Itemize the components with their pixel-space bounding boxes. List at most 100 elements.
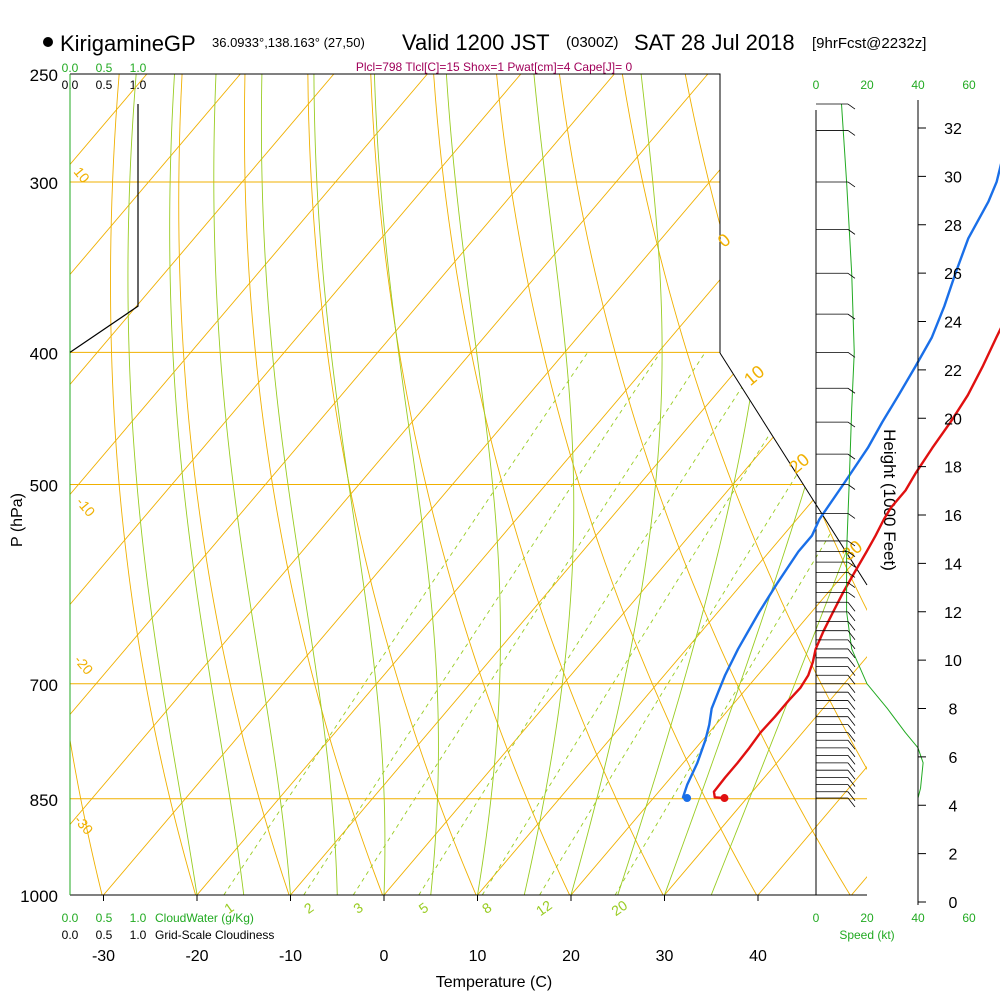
isotherm-label: -30 xyxy=(71,812,96,838)
moist-adiabat xyxy=(570,74,663,895)
height-tick-label: 30 xyxy=(944,169,962,186)
cover-bottom-label: 0.5 xyxy=(96,928,113,942)
height-tick-label: 2 xyxy=(949,847,958,864)
dry-adiabat xyxy=(0,74,9,895)
wind-barb-flag xyxy=(847,732,856,742)
wind-barb-flag xyxy=(847,592,856,598)
wind-barb-flag xyxy=(847,657,856,668)
wind-barb-flag xyxy=(847,582,856,588)
wind-barb-flag xyxy=(847,421,856,428)
frame-diagonal-edge xyxy=(719,352,868,586)
mixing-ratio-label: 3 xyxy=(350,899,366,917)
dry-adiabat xyxy=(433,74,664,895)
wind-barb-flag xyxy=(847,700,856,710)
station-coords: 36.0933°,138.163° (27,50) xyxy=(212,35,365,50)
wind-barb-flag xyxy=(847,272,856,279)
height-tick-label: 10 xyxy=(944,653,962,670)
pressure-tick-label: 1000 xyxy=(20,887,58,906)
isotherm-label: -10 xyxy=(73,494,98,520)
wind-barb-flag xyxy=(847,229,856,235)
station-dot-icon xyxy=(43,37,53,47)
cloud-top-label: 1.0 xyxy=(130,61,147,75)
cover-bottom-label: 1.0 xyxy=(130,928,147,942)
zulu-time: (0300Z) xyxy=(566,34,619,51)
speed-top-labels: 0 20 40 60 xyxy=(813,78,976,92)
height-tick-label: 8 xyxy=(949,702,958,719)
height-tick-label: 24 xyxy=(944,315,962,332)
height-tick-label: 20 xyxy=(944,411,962,428)
wind-barb-flag xyxy=(847,551,856,557)
wind-barb-flag xyxy=(847,352,856,358)
dry-adiabat xyxy=(496,74,757,895)
cover-top-label: 1.0 xyxy=(130,78,147,92)
wind-barb-flag xyxy=(847,691,856,702)
moist-adiabat xyxy=(313,74,386,895)
wind-barb-flag xyxy=(847,777,856,787)
height-tick-label: 16 xyxy=(944,508,962,525)
mixing-ratio-label: 5 xyxy=(416,899,432,917)
mixing-ratio-line xyxy=(303,352,661,895)
surface-dewpoint-marker xyxy=(683,794,692,803)
cloud-panel xyxy=(69,104,139,353)
cover-bottom-label: 0.0 xyxy=(62,928,79,942)
speed-bottom-label: 40 xyxy=(911,911,925,925)
wind-barb-flag xyxy=(847,724,856,734)
mixing-ratio-line xyxy=(614,352,867,895)
dry-adiabat xyxy=(110,74,197,895)
height-tick-label: 0 xyxy=(949,895,958,912)
temperature-tick-label: 10 xyxy=(469,948,487,965)
height-tick-label: 14 xyxy=(944,556,962,573)
moist-adiabat xyxy=(523,74,575,895)
mixing-ratio-label: 20 xyxy=(608,897,630,919)
wind-barb-flag xyxy=(847,484,856,490)
valid-time: Valid 1200 JST xyxy=(402,30,550,55)
isotherm-line xyxy=(664,74,867,895)
speed-top-label: 20 xyxy=(860,78,874,92)
stability-indices: Plcl=798 Tlcl[C]=15 Shox=1 Pwat[cm]=4 Ca… xyxy=(356,60,633,74)
wind-barb-flag xyxy=(847,313,856,320)
dry-adiabat xyxy=(307,74,477,895)
dry-adiabat xyxy=(178,74,290,895)
cloud-bottom-title: CloudWater (g/Kg) xyxy=(155,911,254,925)
wind-barb-flag xyxy=(847,540,856,547)
cover-top-label: 0.5 xyxy=(96,78,113,92)
isotherm-line xyxy=(945,74,1000,895)
wind-barb-flag xyxy=(847,130,856,136)
temperature-tick-label: 40 xyxy=(749,948,767,965)
moist-adiabat xyxy=(213,74,291,895)
cloud-bottom-labels: 0.0 0.5 1.0 CloudWater (g/Kg) 0.0 0.5 1.… xyxy=(62,911,275,942)
dewpoint-line xyxy=(681,163,1000,800)
wind-barb-flag xyxy=(847,513,856,519)
wind-barb-flag xyxy=(847,675,856,685)
frame-top-edge xyxy=(70,73,721,353)
wind-barb-flag xyxy=(847,739,856,750)
cloudiness-line xyxy=(69,104,139,353)
dry-adiabat xyxy=(243,74,384,895)
wind-barb-flag xyxy=(847,791,856,801)
height-tick-label: 26 xyxy=(944,266,962,283)
wind-barb-flag xyxy=(847,639,856,650)
temperature-tick-label: -30 xyxy=(92,948,115,965)
wind-barb-flag xyxy=(847,561,856,568)
moist-adiabat xyxy=(260,74,338,895)
wind-barb-flag xyxy=(847,683,856,694)
wind-barb-flag xyxy=(847,621,856,631)
thermo-grid xyxy=(0,74,1000,895)
isotherm-line xyxy=(70,74,241,895)
moist-adiabat xyxy=(127,74,198,895)
isotherm-label: -20 xyxy=(71,652,96,678)
speed-top-label: 0 xyxy=(813,78,820,92)
moist-adiabat xyxy=(373,74,439,895)
wind-barb-flag xyxy=(847,747,856,758)
temperature-line xyxy=(712,327,1000,800)
isotherm-line xyxy=(70,74,335,895)
wind-barb-flag xyxy=(847,797,856,808)
isotherm-label: 0 xyxy=(714,230,735,252)
temperature-tick-label: -20 xyxy=(185,948,208,965)
wind-barb-flag xyxy=(847,784,856,794)
moist-adiabat xyxy=(710,74,867,895)
wind-barb-flag xyxy=(847,762,856,773)
